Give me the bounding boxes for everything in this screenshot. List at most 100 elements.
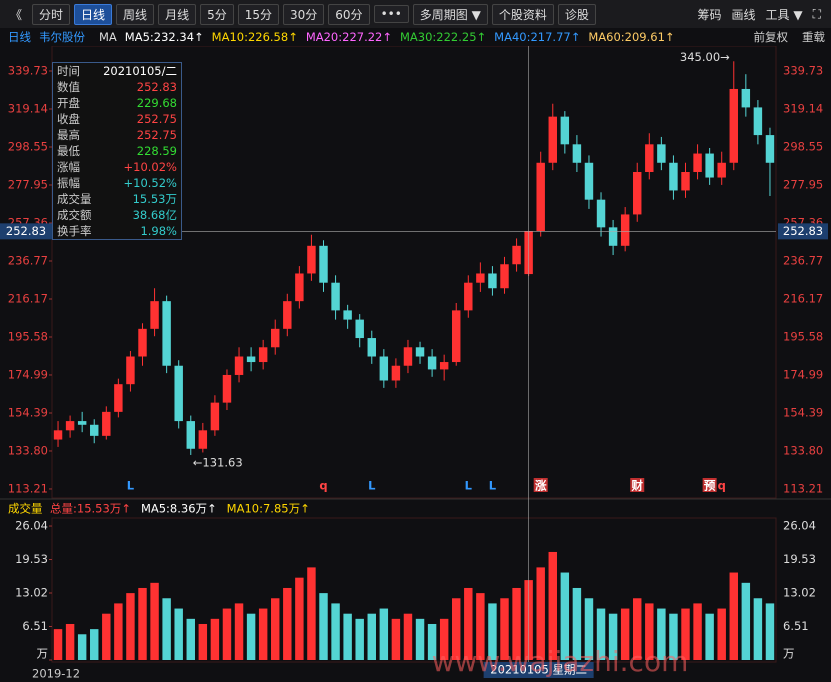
y-tick-label-right: 13.02 <box>783 586 816 600</box>
volume-bar <box>246 613 256 660</box>
volume-bar <box>512 587 521 660</box>
crosshair-value: 252.83 <box>6 224 46 238</box>
marker-box <box>630 478 645 492</box>
marker-box <box>533 478 548 492</box>
volume-bar <box>331 603 340 660</box>
volume-bar <box>126 593 135 660</box>
y-tick-label-right: 174.99 <box>783 367 823 381</box>
volume-legend: 总量:15.53万↑ <box>50 502 131 516</box>
volume-bar <box>620 608 630 660</box>
y-tick-label: 154.39 <box>8 405 48 419</box>
y-tick-label: 13.02 <box>15 586 48 600</box>
period-button[interactable]: 日线 <box>74 3 113 25</box>
event-marker: L <box>368 479 376 493</box>
tool-button[interactable]: ⛶ <box>812 6 821 21</box>
period-button[interactable]: 多周期图 ▼ <box>412 3 488 25</box>
volume-bar <box>307 567 316 660</box>
volume-bar <box>548 551 557 660</box>
y-tick-label-right: 319.14 <box>783 102 823 116</box>
candle-body <box>741 88 751 108</box>
tooltip-label: 成交量 <box>57 192 92 206</box>
ma-value: MA60:209.61↑ <box>588 30 675 44</box>
tooltip: 时间 20210105/二 数值 252.83 开盘 229.68 收盘 252.75 最高 25… <box>52 62 182 240</box>
volume-bar <box>717 608 726 660</box>
tooltip-row: 数值 252.83 <box>53 79 181 95</box>
volume-bar <box>657 608 666 660</box>
volume-title: 成交量 <box>8 502 43 516</box>
volume-bar <box>669 613 678 660</box>
watermark: www.wajiazhi.com <box>432 645 689 678</box>
tooltip-value: 15.53万 <box>132 192 177 206</box>
header-button[interactable]: 重载 <box>802 30 825 44</box>
candle-body <box>439 362 449 370</box>
period-button[interactable]: 分时 <box>32 3 71 25</box>
volume-bar <box>319 593 328 660</box>
volume-legend: MA5:8.36万↑ <box>141 502 217 516</box>
crosshair-box <box>0 223 52 240</box>
tooltip-label: 成交额 <box>57 208 92 222</box>
header: 日线 韦尔股份 MA MA5:232.34↑ MA10:226.58↑ MA20:227.… <box>0 28 831 46</box>
y-tick-label: 113.21 <box>8 481 48 495</box>
y-tick-label-right: 154.39 <box>783 405 823 419</box>
tooltip-value: 252.75 <box>136 112 177 126</box>
event-marker: q <box>718 479 726 493</box>
tooltip-row: 成交量 15.53万 <box>53 191 181 207</box>
candle-body <box>186 421 195 449</box>
tooltip-row: 涨幅 +10.02% <box>53 159 181 175</box>
ma-value: MA10:226.58↑ <box>211 30 298 44</box>
y-tick-label-right: 216.17 <box>783 291 823 305</box>
period-button[interactable]: 个股资料 <box>491 3 554 25</box>
period-button[interactable]: 月线 <box>158 3 197 25</box>
candle-body <box>452 310 461 363</box>
volume-bar <box>476 593 485 660</box>
candle-body <box>138 328 147 357</box>
candle-body <box>596 199 606 228</box>
volume-bar <box>536 567 545 660</box>
candle-body <box>705 153 714 178</box>
tooltip-value: 1.98% <box>140 224 177 238</box>
header-button[interactable]: 前复权 <box>753 30 789 44</box>
event-marker: L <box>127 479 135 493</box>
tool-button[interactable]: 工具 ▼ <box>765 7 803 22</box>
candle-body <box>693 153 702 172</box>
period-button[interactable]: 15分 <box>237 3 279 25</box>
period-button[interactable]: 诊股 <box>557 3 596 25</box>
tool-button[interactable]: 筹码 <box>697 7 722 22</box>
y-tick-label-right: 133.80 <box>783 443 823 457</box>
volume-bar <box>210 618 220 660</box>
tooltip-row: 换手率 1.98% <box>53 223 181 239</box>
period-button[interactable]: 30分 <box>283 3 325 25</box>
candle-body <box>343 310 352 320</box>
volume-bar <box>645 603 654 660</box>
back-button[interactable]: 《 <box>10 7 23 22</box>
period-button[interactable]: 周线 <box>116 3 155 25</box>
period-button[interactable]: 5分 <box>200 3 234 25</box>
tooltip-row: 最低 228.59 <box>53 143 181 159</box>
tooltip-label: 振幅 <box>57 176 80 190</box>
candle-body <box>560 116 570 145</box>
volume-bar <box>464 587 473 660</box>
candle-body <box>464 282 473 311</box>
y-tick-label: 195.58 <box>8 329 48 343</box>
volume-bar <box>439 618 449 660</box>
period-button[interactable]: ••• <box>373 5 409 23</box>
volume-bar <box>367 613 376 660</box>
volume-bar <box>295 577 304 660</box>
period-button[interactable]: 60分 <box>328 3 370 25</box>
crosshair-value-right: 252.83 <box>783 224 823 238</box>
candle-body <box>669 162 678 191</box>
volume-bar <box>174 608 183 660</box>
extreme-label: ←131.63 <box>193 455 243 469</box>
volume-bar <box>741 582 751 660</box>
event-marker: L <box>465 479 473 493</box>
candle-body <box>572 144 582 163</box>
candle-body <box>65 421 75 431</box>
tool-button[interactable]: 画线 <box>731 7 756 22</box>
candle-body <box>765 135 775 163</box>
y-tick-label: 174.99 <box>8 367 48 381</box>
tooltip-value: +10.02% <box>123 160 178 174</box>
tooltip-row: 最高 252.75 <box>53 127 181 143</box>
period: 日线 <box>8 30 31 44</box>
candle-body <box>391 365 401 381</box>
candle-body <box>753 107 763 136</box>
